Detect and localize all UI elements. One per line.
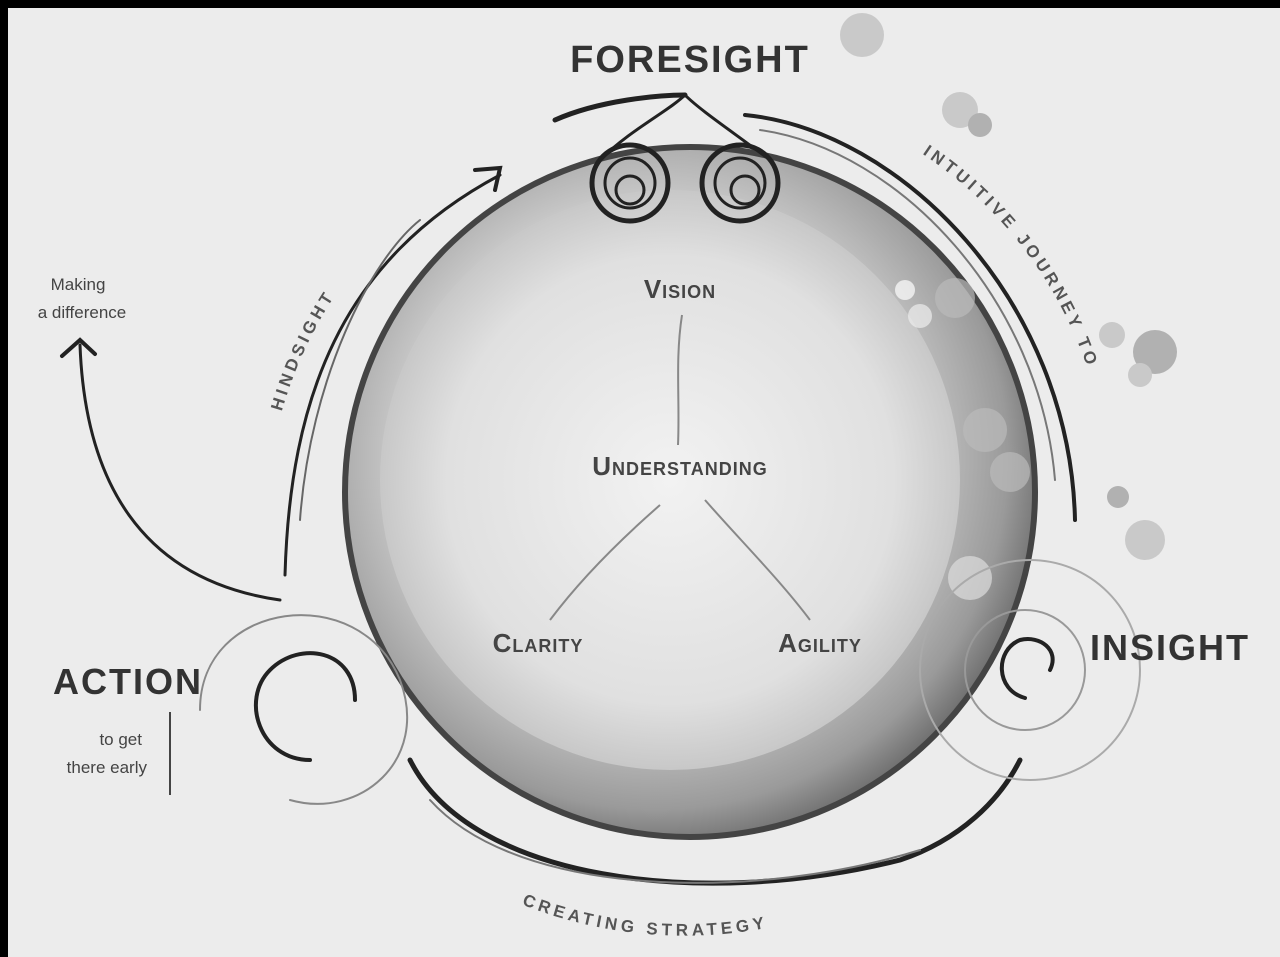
node-label: ACTION [53, 661, 203, 702]
core-label: Vision [644, 274, 716, 304]
note: there early [67, 758, 148, 777]
note: to get [99, 730, 142, 749]
bubbles [840, 13, 1177, 600]
node-label: INSIGHT [1090, 627, 1250, 668]
note: Making [51, 275, 106, 294]
core-label: Agility [778, 628, 862, 658]
node-label: FORESIGHT [570, 39, 810, 81]
core-label: Understanding [592, 451, 767, 481]
core-links [549, 314, 811, 621]
core-label: Clarity [493, 628, 584, 658]
swirls [60, 92, 1141, 886]
note: a difference [38, 303, 127, 322]
sphere-core [380, 190, 960, 770]
